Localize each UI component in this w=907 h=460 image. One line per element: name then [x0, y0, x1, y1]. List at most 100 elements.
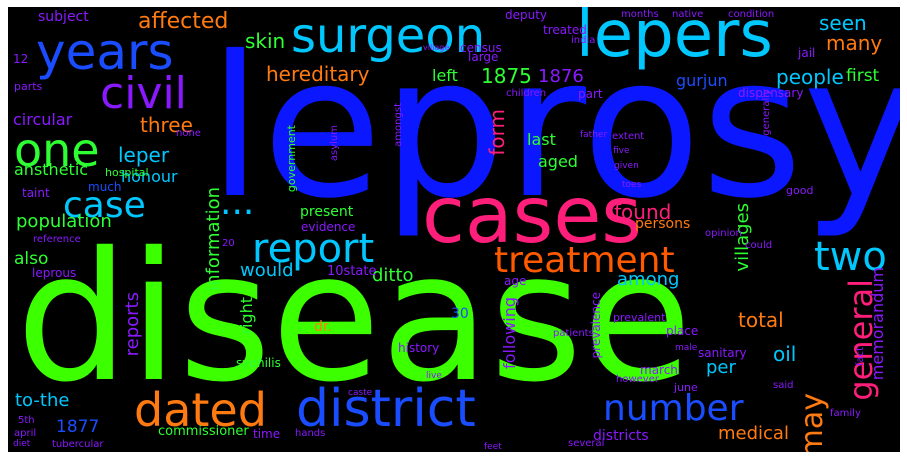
word: none: [176, 128, 201, 139]
word: districts: [593, 428, 649, 444]
word: circular: [13, 110, 73, 129]
word: persons: [635, 216, 691, 232]
word: reference: [33, 234, 81, 245]
word: months: [621, 9, 659, 20]
word: evidence: [301, 220, 356, 234]
word: large: [468, 50, 499, 64]
word: children: [506, 88, 547, 99]
word: number: [603, 388, 744, 429]
word: dated: [134, 383, 267, 437]
word: said: [773, 380, 794, 391]
word: given: [614, 161, 639, 171]
word: could: [745, 240, 773, 251]
word: first: [846, 66, 880, 86]
word: district: [296, 379, 476, 439]
word: leper: [118, 143, 170, 167]
word: much: [88, 180, 122, 194]
word: amongst: [393, 103, 404, 147]
word: aged: [538, 152, 578, 171]
word: right: [237, 297, 256, 335]
word: 30: [451, 306, 469, 322]
word: 20: [222, 238, 235, 249]
word: age: [504, 274, 527, 288]
word: sanitary: [698, 346, 747, 360]
word: reports: [122, 292, 143, 357]
word: opinion: [705, 228, 742, 239]
word: hereditary: [266, 62, 370, 86]
word: place: [666, 324, 699, 338]
word: tubercular: [52, 439, 104, 450]
word: government: [285, 125, 298, 193]
word: many: [826, 31, 883, 55]
word: honour: [121, 167, 178, 186]
word: seen: [819, 11, 867, 35]
word: following: [500, 297, 519, 369]
word: march: [640, 363, 678, 377]
word: form: [485, 109, 509, 156]
word: history: [398, 341, 440, 355]
word: subject: [38, 9, 89, 25]
word: case: [63, 185, 146, 226]
word: memorandum: [868, 267, 887, 381]
word: june: [674, 381, 698, 394]
word: oil: [773, 342, 797, 366]
word: gurjun: [676, 71, 728, 90]
word: patients: [553, 328, 594, 339]
word: however: [616, 374, 659, 385]
word: generally: [761, 89, 772, 136]
word: lepers: [576, 7, 773, 72]
word: cases: [422, 171, 642, 261]
word: dr.: [314, 319, 332, 335]
word: dispensary: [738, 86, 804, 100]
word: commissioner: [158, 424, 249, 439]
word: male: [675, 343, 698, 353]
word: ...: [220, 182, 255, 223]
word: family: [830, 408, 861, 419]
word: hospital: [105, 166, 149, 179]
word: april: [14, 428, 37, 439]
word: toes: [622, 180, 642, 190]
word: leprosy: [208, 14, 900, 241]
word: asylum: [329, 125, 340, 162]
word: caste: [348, 388, 373, 398]
word: 5th: [18, 415, 35, 426]
word: jail: [798, 46, 816, 60]
word: found: [614, 200, 672, 224]
word: census: [460, 41, 502, 55]
word: report: [252, 226, 375, 272]
word: present: [300, 204, 354, 220]
word: taint: [22, 186, 50, 200]
word: native: [672, 9, 704, 20]
word: treatment: [494, 240, 675, 281]
word: would: [240, 260, 294, 281]
word: parts: [14, 80, 43, 93]
word: father: [580, 130, 608, 140]
word: syphilis: [236, 356, 281, 370]
word: leprous: [32, 266, 77, 280]
word: deputy: [505, 8, 548, 22]
word: last: [527, 130, 556, 149]
word: also: [14, 249, 49, 269]
word: 1875: [481, 64, 532, 88]
word: treated: [543, 23, 587, 37]
word: hands: [295, 428, 326, 439]
word: years: [36, 23, 174, 81]
word: live: [426, 371, 442, 381]
word: one: [14, 123, 100, 177]
word-cloud: leprosy disease cases lepers surgeon yea…: [8, 7, 900, 452]
word: india: [571, 35, 596, 46]
word: information: [203, 187, 224, 291]
word: per: [706, 357, 736, 378]
word: skin: [245, 29, 286, 53]
word: time: [253, 427, 281, 441]
word: affected: [138, 9, 229, 34]
word: several: [568, 438, 605, 449]
word: civil: [100, 68, 187, 119]
word: may: [795, 393, 830, 452]
word: medical: [718, 423, 789, 444]
word: extent: [612, 131, 645, 142]
word: 1877: [56, 417, 100, 437]
word: prevalent: [613, 311, 666, 324]
word: condition: [728, 9, 775, 20]
word: total: [738, 308, 784, 332]
